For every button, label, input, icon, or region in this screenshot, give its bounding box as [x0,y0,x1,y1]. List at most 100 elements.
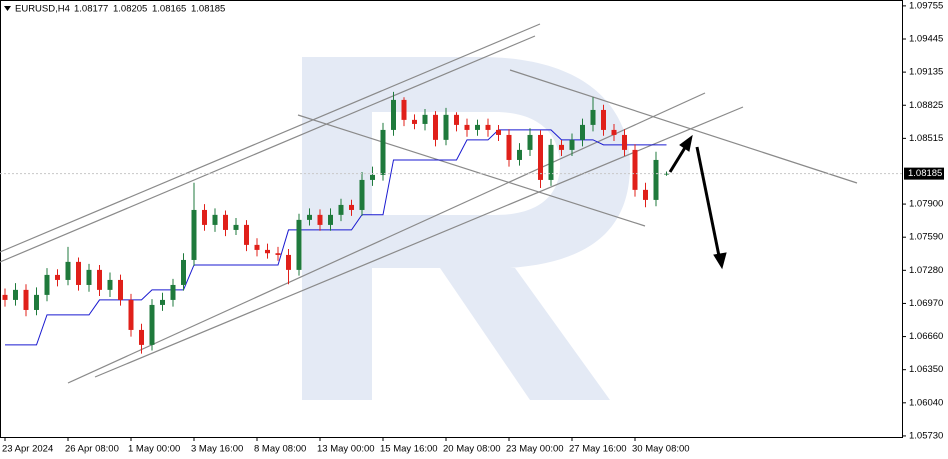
candle-body [181,259,186,285]
candle-body [580,124,585,140]
candle-body [254,244,260,250]
candle-body [212,214,218,225]
y-tick-label: 1.07900 [909,199,943,210]
candle-body [23,289,29,310]
candle-body [97,269,102,290]
plot-frame [0,0,903,438]
header: EURUSD,H4 1.08177 1.08205 1.08165 1.0818… [4,4,225,15]
candle-body [664,173,669,175]
candle-body [527,134,533,150]
candle-body [128,299,134,330]
y-tick-label: 1.06040 [909,397,943,408]
candle-body [391,99,396,130]
candle-body [275,253,281,255]
x-tick-label: 26 Apr 08:00 [65,444,119,455]
candle-body [107,279,113,290]
header-low: 1.08165 [152,4,186,15]
y-tick-label: 1.09135 [909,67,943,78]
indicator-line [5,129,667,346]
price-tag [904,167,944,180]
candle-body [170,284,176,300]
candle-body [611,129,617,135]
candle-body [65,261,71,280]
candle-body [569,139,575,150]
symbol: EURUSD,H4 [15,4,70,15]
x-tick-label: 27 May 16:00 [569,444,627,455]
candle-body [202,209,207,225]
x-tick-label: 13 May 00:00 [317,444,375,455]
candle-body [34,294,39,310]
candle-body [632,149,638,190]
candle-body [506,134,512,160]
candle-body [118,279,123,300]
candle-body [401,99,407,120]
candle-body [233,224,239,230]
header-open: 1.08177 [74,4,108,15]
candle-body [601,109,606,130]
candle-body [496,129,501,135]
x-tick-label: 20 May 08:00 [443,444,501,455]
candle-body [328,214,333,225]
candle-body [86,269,92,285]
candle-body [380,129,386,175]
candle-body [643,189,648,200]
y-tick-label: 1.07590 [909,232,943,243]
candle-body [443,114,449,140]
y-tick-label: 1.08515 [909,133,943,144]
candle-body [454,114,459,125]
x-tick-label: 30 May 08:00 [632,444,690,455]
watermark [302,57,630,400]
y-tick-label: 1.05730 [909,430,943,441]
candle-body [149,304,155,345]
x-tick-label: 1 May 00:00 [128,444,180,455]
candle-body [191,209,197,260]
candle-body [286,254,291,270]
candle-body [349,204,354,210]
candle-body [223,214,228,230]
candle-body [475,124,480,130]
candle-body [548,144,554,180]
y-tick-label: 1.06350 [909,364,943,375]
y-tick-label: 1.06660 [909,331,943,342]
candle-body [433,114,438,140]
header-close: 1.08185 [191,4,225,15]
candle-body [2,294,8,300]
candle-body [55,274,60,280]
candle-body [76,261,81,285]
candle-body [559,144,564,150]
y-tick-label: 1.08825 [909,100,943,111]
candle-body [464,124,470,130]
candle-body [422,114,428,124]
menu-triangle [4,6,11,11]
y-tick-label: 1.07280 [909,265,943,276]
candle-body [538,134,543,180]
candle-body [296,219,302,270]
x-tick-label: 8 May 08:00 [254,444,306,455]
candle-body [412,119,417,124]
x-tick-label: 23 May 00:00 [506,444,564,455]
candle-body [317,214,323,225]
candle-body [590,109,596,125]
candle-body [338,204,344,215]
candle-body [265,249,270,254]
price-tag-label: 1.08185 [908,168,942,179]
forecast-arrows [668,134,727,270]
x-tick-label: 15 May 16:00 [380,444,438,455]
candle-body [653,159,659,200]
candle-body [307,214,312,220]
candle-body [44,274,50,295]
candle-body [622,134,627,150]
header-high: 1.08205 [113,4,147,15]
candle-body [517,149,522,160]
x-tick-label: 23 Apr 2024 [2,444,53,455]
candle-body [485,124,491,130]
candle-body [139,329,144,345]
candle-body [13,289,18,300]
x-tick-label: 3 May 16:00 [191,444,243,455]
y-tick-label: 1.09755 [909,0,943,11]
candle-body [244,224,249,245]
candle-body [359,179,365,210]
candle-body [160,299,165,305]
y-tick-label: 1.06970 [909,298,943,309]
